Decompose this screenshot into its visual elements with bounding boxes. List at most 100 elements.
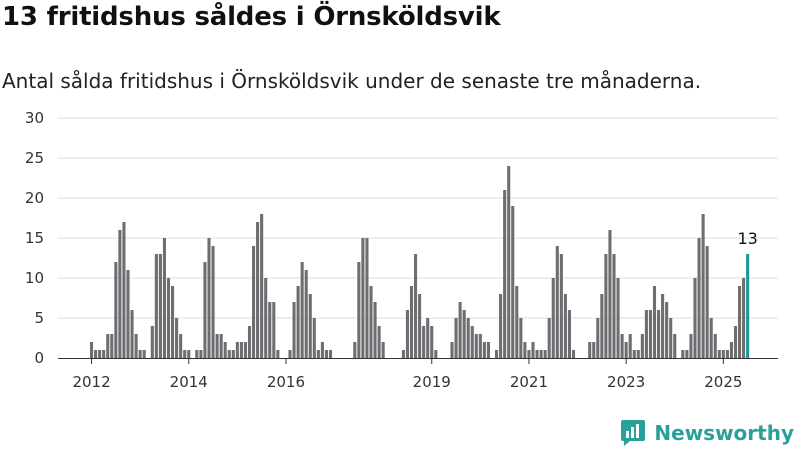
bar [126,270,130,358]
bar [138,350,142,358]
bar [243,342,247,358]
bar [247,326,252,358]
bar [252,246,256,358]
bar [539,350,543,358]
bar [685,350,689,358]
bar [523,342,527,358]
bar [175,318,179,358]
bar [717,350,721,358]
bar [588,342,592,358]
bar [673,334,677,358]
y-tick-label: 15 [25,229,44,247]
bar [636,350,640,358]
bar [713,334,717,358]
bar [612,254,616,358]
bar [328,350,333,358]
bar [450,342,454,358]
bar [738,286,742,358]
bar [239,342,243,358]
bar [535,350,539,358]
bar [430,326,434,358]
bar [158,254,162,358]
annotation-label: 13 [737,229,757,248]
bar [486,342,490,358]
bars [90,166,750,358]
bar [531,342,535,358]
bar [495,350,499,358]
bar [166,278,171,358]
bar [697,238,701,358]
x-tick-label: 2025 [704,373,742,391]
bar [308,294,312,358]
x-tick-label: 2012 [72,373,110,391]
bar [474,334,478,358]
bar [94,350,98,358]
bar [628,334,632,358]
bar [199,350,203,358]
bar [409,286,414,358]
bar [304,270,308,358]
y-tick-label: 20 [25,189,44,207]
bar [547,318,551,358]
bar [725,350,729,358]
bar [592,342,596,358]
bar [405,310,409,358]
y-tick-label: 30 [25,109,44,127]
x-tick-label: 2023 [607,373,645,391]
newsworthy-logo: Newsworthy [620,419,794,447]
bar [551,278,555,358]
bar [422,326,426,358]
bar [256,222,260,358]
bar [203,262,207,358]
bar [632,350,636,358]
x-tick-label: 2014 [170,373,208,391]
bar [559,254,563,358]
bar [179,334,183,358]
bar [507,166,511,358]
bar [268,302,272,358]
bar [454,318,458,358]
brand-name: Newsworthy [654,421,794,445]
bar [134,334,138,358]
bar [187,350,191,358]
bar [215,334,219,358]
bar [657,310,661,358]
y-axis-ticks: 0 5 10 15 20 25 30 [25,109,44,367]
bar-chart-speech-icon [621,420,646,446]
bar [227,350,231,358]
bar [118,230,122,358]
bar [401,350,405,358]
bar [171,286,175,358]
bar [142,350,146,358]
chart-title: 13 fritidshus såldes i Örnsköldsvik [2,2,501,32]
bar [600,294,604,358]
bar [434,350,438,358]
bar [316,350,320,358]
bar [292,302,296,358]
bar [499,294,503,358]
bar [462,310,466,358]
bar [381,342,385,358]
bar [264,278,268,358]
bar [701,214,705,358]
bar [312,318,316,358]
bar [681,350,685,358]
bar [466,318,470,358]
y-tick-label: 0 [34,349,44,367]
bar [102,350,106,358]
bar [150,326,154,358]
bar [555,246,559,358]
bar [640,334,644,358]
bar [373,302,377,358]
bar [320,342,324,358]
bar [414,254,418,358]
bar [122,222,126,358]
bar [458,302,462,358]
bar [211,246,215,358]
bar [733,326,738,358]
y-tick-label: 5 [34,309,44,327]
bar [361,238,365,358]
bar [567,310,571,358]
bar [162,238,166,358]
